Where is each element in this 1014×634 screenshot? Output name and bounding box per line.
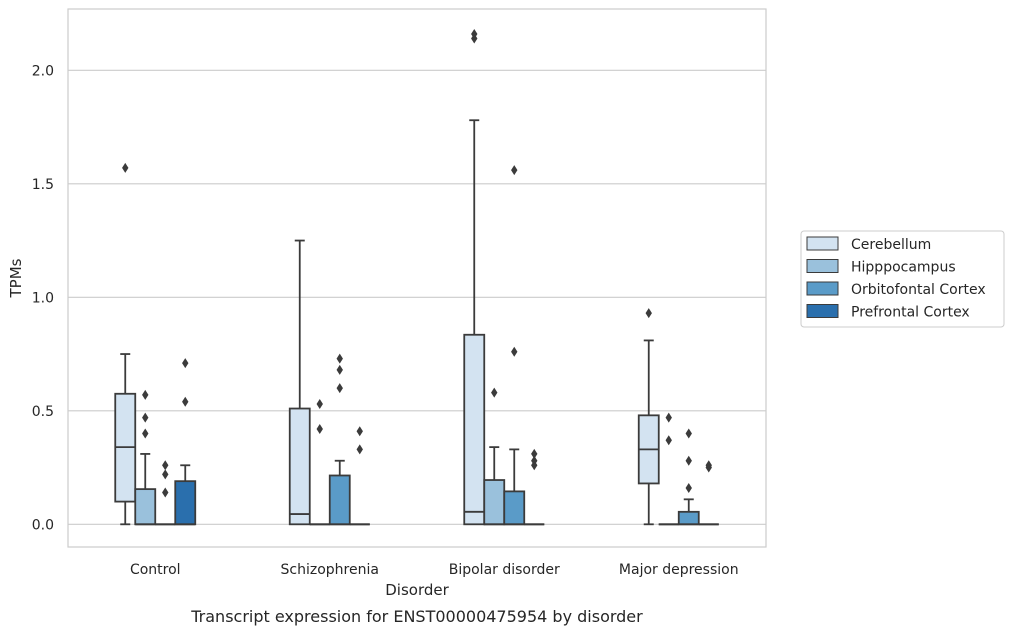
y-tick-label: 1.5 bbox=[32, 177, 54, 193]
outlier-point bbox=[122, 162, 129, 173]
outlier-point bbox=[142, 428, 149, 439]
legend-label: Prefrontal Cortex bbox=[851, 305, 970, 321]
box-0-1 bbox=[134, 389, 157, 526]
box-plot-area bbox=[114, 28, 719, 526]
box-1-0 bbox=[288, 239, 311, 526]
box-body bbox=[483, 479, 506, 526]
legend-swatch bbox=[806, 281, 839, 296]
outlier-point bbox=[182, 396, 189, 407]
x-tick-label: Major depression bbox=[619, 562, 739, 578]
outlier-point bbox=[336, 353, 343, 364]
box-3-3 bbox=[698, 460, 719, 526]
outlier-point bbox=[471, 28, 478, 39]
x-tick-label: Bipolar disorder bbox=[449, 562, 560, 578]
outlier-point bbox=[316, 398, 323, 409]
box-body bbox=[174, 480, 197, 526]
outlier-point bbox=[531, 455, 538, 466]
outlier-point bbox=[356, 426, 363, 437]
chart-caption: Transcript expression for ENST0000047595… bbox=[190, 607, 643, 626]
outlier-point bbox=[142, 389, 149, 400]
y-tick-label: 0.0 bbox=[32, 517, 54, 533]
outlier-point bbox=[511, 346, 518, 357]
box-2-0 bbox=[463, 28, 486, 526]
box-body bbox=[677, 510, 700, 526]
y-tick-label: 1.0 bbox=[32, 290, 54, 306]
box-1-1 bbox=[309, 398, 330, 526]
legend-swatch bbox=[806, 236, 839, 251]
outlier-point bbox=[685, 428, 692, 439]
box-body bbox=[503, 490, 526, 526]
box-0-0 bbox=[114, 162, 137, 526]
box-body bbox=[328, 474, 351, 526]
box-body bbox=[463, 333, 486, 526]
y-axis-label: TPMs bbox=[7, 258, 25, 298]
y-axis-ticks: 0.0 0.5 1.0 1.5 2.0 bbox=[32, 63, 54, 533]
outlier-point bbox=[665, 435, 672, 446]
outlier-point bbox=[685, 482, 692, 493]
box-3-1 bbox=[658, 412, 679, 526]
outlier-point bbox=[685, 455, 692, 466]
box-0-2 bbox=[155, 460, 176, 526]
box-body bbox=[134, 488, 157, 526]
outlier-point bbox=[491, 387, 498, 398]
legend-items: Cerebellum Hipppocampus Orbitofontal Corte… bbox=[806, 236, 986, 321]
outlier-point bbox=[356, 444, 363, 455]
outlier-point bbox=[162, 487, 169, 498]
legend-label: Cerebellum bbox=[851, 237, 931, 253]
legend-frame bbox=[800, 230, 1005, 328]
box-1-3 bbox=[349, 426, 370, 526]
box-2-2 bbox=[503, 165, 526, 526]
box-1-2 bbox=[328, 353, 351, 526]
outlier-point bbox=[336, 364, 343, 375]
outlier-point bbox=[665, 412, 672, 423]
outlier-point bbox=[182, 358, 189, 369]
x-axis-label: Disorder bbox=[385, 581, 449, 599]
outlier-point bbox=[645, 308, 652, 319]
outlier-point bbox=[316, 423, 323, 434]
outlier-point bbox=[142, 412, 149, 423]
x-tick-label: Schizophrenia bbox=[281, 562, 379, 578]
y-tick-label: 0.5 bbox=[32, 404, 54, 420]
legend-label: Hipppocampus bbox=[851, 260, 956, 276]
box-2-3 bbox=[524, 448, 545, 526]
box-3-2 bbox=[677, 428, 700, 526]
outlier-point bbox=[162, 469, 169, 480]
outlier-point bbox=[531, 448, 538, 459]
legend-swatch bbox=[806, 259, 839, 273]
x-tick-label: Control bbox=[130, 562, 181, 578]
x-axis-ticks: Control Schizophrenia Bipolar disorder Majo… bbox=[130, 562, 739, 578]
legend: Cerebellum Hipppocampus Orbitofontal Corte… bbox=[800, 230, 1005, 328]
plot-frame bbox=[67, 8, 767, 548]
box-body bbox=[288, 407, 311, 526]
box-2-1 bbox=[483, 387, 506, 526]
outlier-point bbox=[336, 383, 343, 394]
legend-label: Orbitofontal Cortex bbox=[851, 282, 986, 298]
outlier-point bbox=[705, 460, 712, 471]
legend-swatch bbox=[806, 304, 839, 318]
outlier-point bbox=[162, 460, 169, 471]
box-3-0 bbox=[637, 308, 660, 526]
outlier-point bbox=[511, 165, 518, 176]
grid-lines bbox=[68, 69, 766, 525]
y-tick-label: 2.0 bbox=[32, 63, 54, 79]
box-0-3 bbox=[174, 358, 197, 526]
